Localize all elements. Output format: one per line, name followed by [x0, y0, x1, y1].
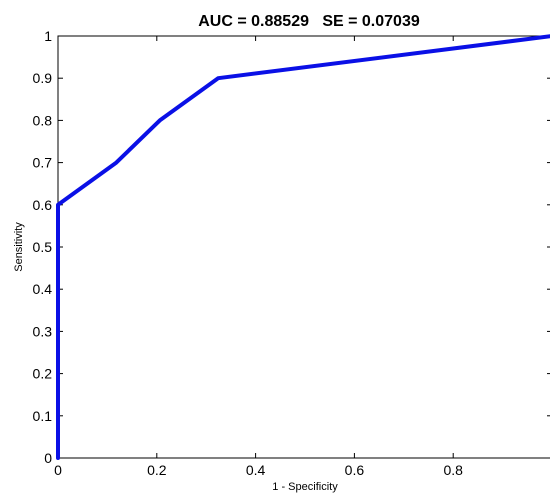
- plot-area-frame: [57, 35, 550, 459]
- y-tick-label: 0.2: [33, 366, 53, 382]
- y-tick-label: 0.7: [33, 155, 53, 171]
- x-tick-label: 0: [54, 462, 62, 478]
- x-axis-label: 1 - Specificity: [272, 481, 338, 493]
- y-tick-label: 0.9: [33, 70, 53, 86]
- y-axis-label: Sensitivity: [13, 222, 25, 272]
- x-tick-label: 0.8: [443, 462, 463, 478]
- y-tick-labels: 0 0.1 0.2 0.3 0.4 0.5 0.6 0.7 0.8 0.9 1: [33, 28, 53, 466]
- y-tick-label: 0.8: [33, 112, 53, 128]
- x-tick-label: 0.4: [246, 462, 266, 478]
- roc-curve-line: [56, 34, 550, 460]
- y-tick-label: 1: [44, 28, 52, 44]
- y-tick-label: 0.4: [33, 281, 53, 297]
- y-tick-label: 0.1: [33, 408, 53, 424]
- axis-ticks: [57, 35, 550, 459]
- x-tick-label: 0.2: [147, 462, 167, 478]
- y-tick-label: 0.3: [33, 323, 53, 339]
- y-tick-label: 0: [44, 450, 52, 466]
- y-tick-label: 0.5: [33, 239, 53, 255]
- chart-title: AUC = 0.88529 SE = 0.07039: [198, 13, 420, 30]
- y-tick-label: 0.6: [33, 197, 53, 213]
- x-tick-label: 0.6: [345, 462, 365, 478]
- x-tick-labels: 0 0.2 0.4 0.6 0.8: [54, 462, 463, 478]
